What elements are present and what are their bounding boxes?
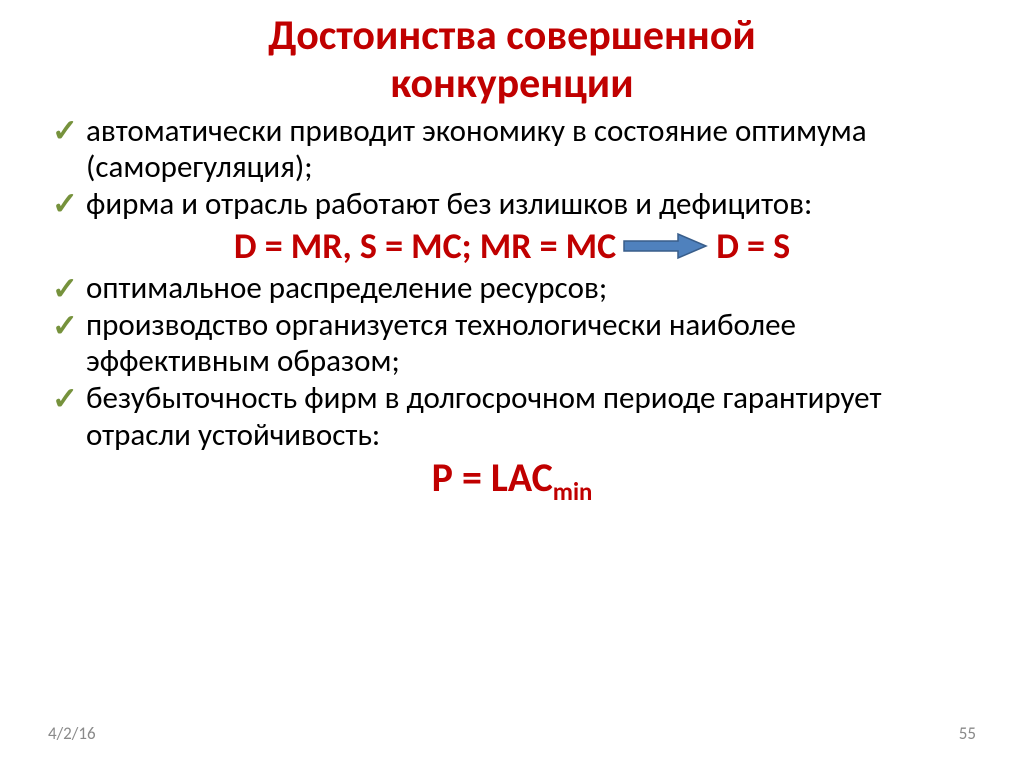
arrow-shape [624,234,706,258]
bullet-item: ✓ оптимальное распределение ресурсов; [52,270,976,307]
arrow-right-icon [622,231,708,261]
check-icon: ✓ [52,381,78,418]
bullet-list-continued: ✓ оптимальное распределение ресурсов; ✓ … [52,270,976,453]
bullet-text: автоматически приводит экономику в состо… [86,112,867,187]
slide-footer: 4/2/16 55 [48,723,976,744]
title-line-1: Достоинства совершенной [268,10,756,61]
formula-equilibrium: D = MR, S = MC; MR = MC D = S [48,224,976,268]
slide-title: Достоинства совершенной конкуренции [48,12,976,109]
formula-price: P = LACmin [48,453,976,507]
formula-subscript: min [553,476,593,507]
bullet-item: ✓ производство организуется технологичес… [52,307,976,380]
check-icon: ✓ [52,186,78,223]
footer-date: 4/2/16 [48,723,96,744]
bullet-text: производство организуется технологически… [86,306,796,381]
check-icon: ✓ [52,308,78,345]
bullet-item: ✓ безубыточность фирм в долгосрочном пер… [52,380,976,453]
bullet-text: оптимальное распределение ресурсов; [86,269,607,307]
formula-main: P = LAC [432,453,553,502]
bullet-text: фирма и отрасль работают без излишков и … [86,185,812,223]
check-icon: ✓ [52,271,78,308]
title-line-2: конкуренции [390,58,633,109]
formula-right: D = S [716,224,790,268]
bullet-list: ✓ автоматически приводит экономику в сос… [52,113,976,223]
check-icon: ✓ [52,113,78,150]
formula-left: D = MR, S = MC; MR = MC [234,224,616,268]
footer-page-number: 55 [959,723,976,744]
slide: Достоинства совершенной конкуренции ✓ ав… [0,0,1024,768]
bullet-item: ✓ автоматически приводит экономику в сос… [52,113,976,186]
bullet-text: безубыточность фирм в долгосрочном перио… [86,379,881,454]
bullet-item: ✓ фирма и отрасль работают без излишков … [52,186,976,223]
